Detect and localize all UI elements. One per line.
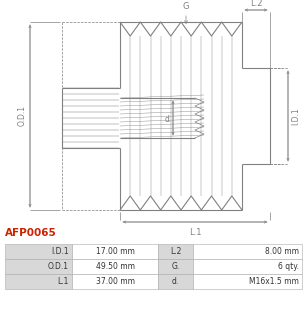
Bar [158,259,193,274]
Text: L.2: L.2 [250,0,262,8]
Text: 37.00 mm: 37.00 mm [95,277,134,286]
Text: d.: d. [165,116,172,125]
Text: M16x1.5 mm: M16x1.5 mm [249,277,299,286]
Bar [158,274,193,289]
Text: O.D.1: O.D.1 [48,262,69,271]
Text: I.D.1: I.D.1 [291,107,300,125]
Text: O.D.1: O.D.1 [18,106,27,126]
Text: L.2: L.2 [170,247,181,256]
Text: G: G [183,2,189,11]
Bar [193,259,302,274]
Text: 17.00 mm: 17.00 mm [95,247,134,256]
Text: 8.00 mm: 8.00 mm [265,247,299,256]
Bar [5,244,72,259]
Bar [158,244,193,259]
Bar [193,274,302,289]
Bar [5,274,72,289]
Bar [72,274,158,289]
Text: 6 qty.: 6 qty. [278,262,299,271]
Bar [193,244,302,259]
Text: AFP0065: AFP0065 [5,228,57,238]
Text: 49.50 mm: 49.50 mm [95,262,134,271]
Text: I.D.1: I.D.1 [51,247,69,256]
Text: L.1: L.1 [58,277,69,286]
Bar [5,259,72,274]
Bar [72,244,158,259]
Text: L.1: L.1 [189,228,201,237]
Bar [72,259,158,274]
Text: d.: d. [172,277,179,286]
Text: G.: G. [171,262,180,271]
